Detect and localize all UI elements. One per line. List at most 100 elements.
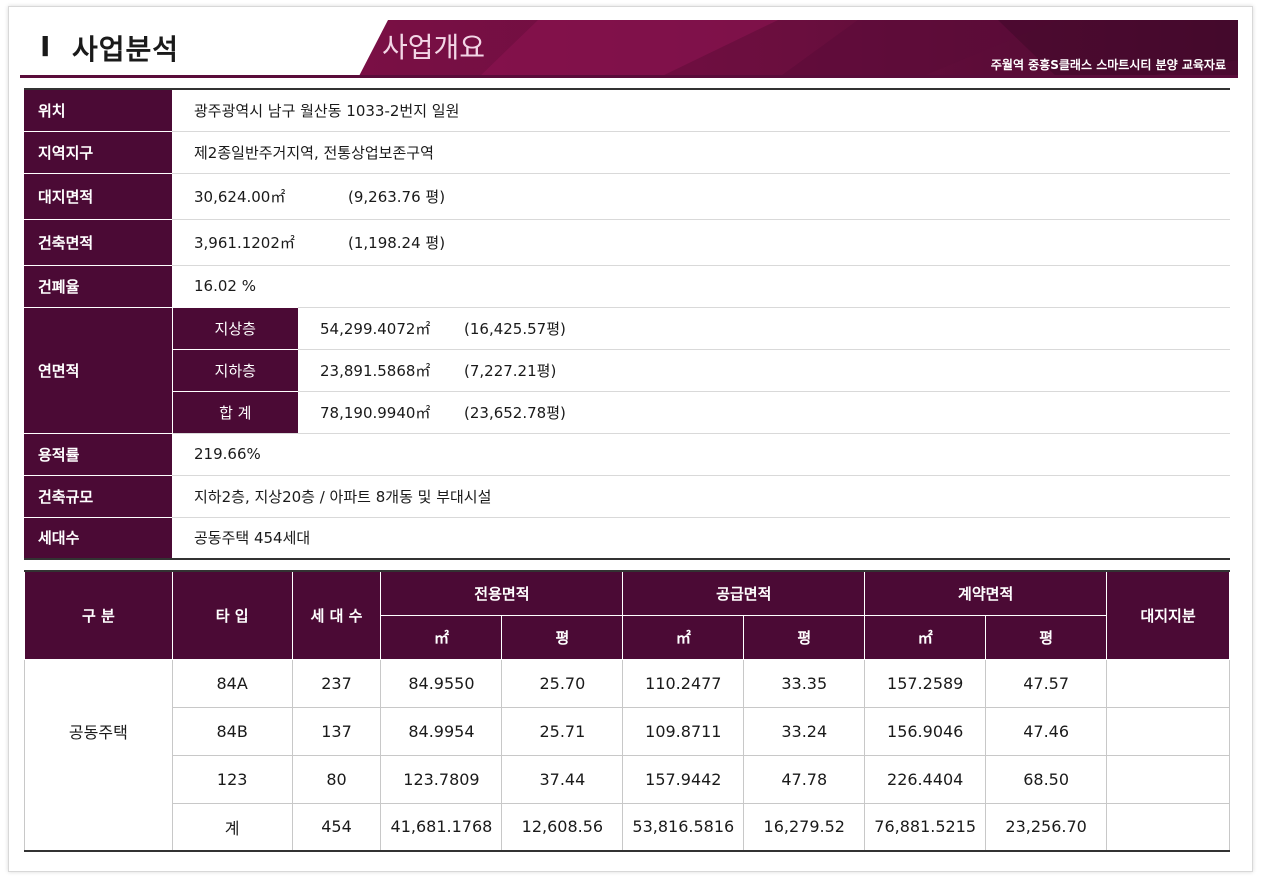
cell-supply-sqm: 110.2477 [622, 658, 745, 708]
info-label: 위치 [24, 88, 172, 131]
cell-exclusive-pyeong: 12,608.56 [501, 802, 624, 852]
info-row-floor-above: 연면적 지상층 54,299.4072㎡ (16,425.57평) [24, 306, 1230, 433]
header-sqm: ㎡ [380, 614, 503, 660]
info-label: 세대수 [24, 516, 172, 560]
header-category: 구 분 [24, 570, 173, 660]
cell-contract-pyeong: 47.57 [985, 658, 1108, 708]
header-land-share: 대지지분 [1106, 570, 1230, 660]
cell-exclusive-pyeong: 37.44 [501, 754, 624, 804]
cell-supply-sqm: 53,816.5816 [622, 802, 745, 852]
table-row-total: 계 454 41,681.1768 12,608.56 53,816.5816 … [24, 802, 1230, 852]
info-row-floor-below: 지하층 23,891.5868㎡ (7,227.21평) [24, 348, 1230, 391]
info-value: 219.66% [172, 432, 1230, 475]
info-label: 지역지구 [24, 130, 172, 173]
cell-units: 454 [291, 802, 382, 852]
cell-exclusive-sqm: 84.9954 [380, 706, 503, 756]
header-units: 세 대 수 [291, 570, 382, 660]
info-row-floor-total: 합 계 78,190.9940㎡ (23,652.78평) [24, 390, 1230, 433]
floor-pyeong: (7,227.21평) [464, 348, 1230, 391]
floor-sublabel: 합 계 [171, 390, 298, 433]
floor-sublabel: 지하층 [171, 348, 298, 391]
header-exclusive-area: 전용면적 [380, 570, 624, 616]
info-row-scale: 건축규모 지하2층, 지상20층 / 아파트 8개동 및 부대시설 [24, 474, 1230, 517]
table-row: 84B 137 84.9954 25.71 109.8711 33.24 156… [25, 706, 1230, 756]
info-row-households: 세대수 공동주택 454세대 [24, 516, 1230, 560]
header-pyeong: 평 [985, 614, 1108, 660]
cell-type: 계 [171, 802, 293, 852]
info-label: 건축규모 [24, 474, 172, 517]
floor-sublabel: 지상층 [171, 306, 298, 349]
cell-supply-pyeong: 33.24 [743, 706, 866, 756]
cell-land-share [1106, 658, 1230, 708]
unit-area-table: 구 분 타 입 세 대 수 전용면적 공급면적 계약면적 대지지분 ㎡ 평 ㎡ … [24, 570, 1230, 852]
info-row-building-area: 건축면적 3,961.1202㎡ (1,198.24 평) [24, 218, 1230, 265]
header-caption: 주월역 중흥S클래스 스마트시티 분양 교육자료 [990, 58, 1226, 72]
info-label: 건축면적 [24, 218, 172, 265]
info-row-location: 위치 광주광역시 남구 월산동 1033-2번지 일원 [24, 88, 1230, 131]
project-overview-table: 위치 광주광역시 남구 월산동 1033-2번지 일원 지역지구 제2종일반주거… [24, 88, 1230, 560]
cell-supply-pyeong: 16,279.52 [743, 802, 866, 852]
site-area-sqm: 30,624.00㎡ [194, 187, 286, 206]
cell-supply-pyeong: 47.78 [743, 754, 866, 804]
info-row-zoning: 지역지구 제2종일반주거지역, 전통상업보존구역 [24, 130, 1230, 173]
header-banner [358, 20, 1238, 78]
info-value: 지하2층, 지상20층 / 아파트 8개동 및 부대시설 [172, 474, 1230, 517]
table-header-row: 구 분 타 입 세 대 수 전용면적 공급면적 계약면적 대지지분 [24, 570, 1230, 660]
cell-contract-sqm: 157.2589 [864, 658, 987, 708]
cell-units: 237 [291, 658, 382, 708]
cell-units: 80 [291, 754, 382, 804]
header-sqm: ㎡ [864, 614, 987, 660]
info-row-site-area: 대지면적 30,624.00㎡ (9,263.76 평) [24, 172, 1230, 219]
header-supply-area: 공급면적 [622, 570, 866, 616]
building-area-pyeong: (1,198.24 평) [348, 233, 446, 252]
section-roman-numeral: I [40, 30, 51, 63]
info-value: 30,624.00㎡ (9,263.76 평) [172, 172, 1230, 219]
floor-sqm: 78,190.9940㎡ [298, 390, 464, 433]
group-label-spacer [24, 803, 173, 852]
table-row: 공동주택 84A 237 84.9550 25.70 110.2477 33.3… [24, 658, 1230, 803]
header-pyeong: 평 [501, 614, 624, 660]
cell-exclusive-sqm: 41,681.1768 [380, 802, 503, 852]
header-rule [20, 75, 1238, 78]
cell-contract-pyeong: 23,256.70 [985, 802, 1108, 852]
cell-units: 137 [291, 706, 382, 756]
cell-exclusive-pyeong: 25.70 [501, 658, 624, 708]
building-area-sqm: 3,961.1202㎡ [194, 233, 295, 252]
cell-supply-sqm: 157.9442 [622, 754, 745, 804]
floor-pyeong: (23,652.78평) [464, 390, 1230, 433]
info-value: 16.02 % [172, 264, 1230, 307]
cell-exclusive-sqm: 84.9550 [380, 658, 503, 708]
table-row: 123 80 123.7809 37.44 157.9442 47.78 226… [25, 754, 1230, 804]
header-type: 타 입 [171, 570, 293, 660]
info-value: 제2종일반주거지역, 전통상업보존구역 [172, 130, 1230, 173]
info-label: 연면적 [24, 306, 172, 433]
floor-sqm: 54,299.4072㎡ [298, 306, 464, 349]
table-subheader-row: ㎡ 평 ㎡ 평 ㎡ 평 [25, 614, 1230, 660]
header-contract-area: 계약면적 [864, 570, 1108, 616]
cell-supply-pyeong: 33.35 [743, 658, 866, 708]
cell-exclusive-sqm: 123.7809 [380, 754, 503, 804]
page-title: 사업분석 [72, 33, 180, 66]
info-value: 광주광역시 남구 월산동 1033-2번지 일원 [172, 88, 1230, 131]
info-value: 공동주택 454세대 [172, 516, 1230, 560]
info-row-far: 용적률 219.66% [24, 432, 1230, 475]
section-title: 사업개요 [382, 31, 486, 64]
group-label: 공동주택 [24, 658, 173, 803]
cell-exclusive-pyeong: 25.71 [501, 706, 624, 756]
header-pyeong: 평 [743, 614, 866, 660]
cell-land-share [1106, 706, 1230, 756]
cell-type: 84A [171, 658, 293, 708]
info-label: 대지면적 [24, 172, 172, 219]
cell-contract-sqm: 226.4404 [864, 754, 987, 804]
cell-type: 123 [171, 754, 293, 804]
floor-sqm: 23,891.5868㎡ [298, 348, 464, 391]
cell-supply-sqm: 109.8711 [622, 706, 745, 756]
cell-contract-pyeong: 68.50 [985, 754, 1108, 804]
cell-contract-sqm: 156.9046 [864, 706, 987, 756]
cell-land-share [1106, 802, 1230, 852]
info-row-coverage: 건폐율 16.02 % [24, 264, 1230, 307]
header-sqm: ㎡ [622, 614, 745, 660]
site-area-pyeong: (9,263.76 평) [348, 187, 446, 206]
cell-type: 84B [171, 706, 293, 756]
cell-contract-sqm: 76,881.5215 [864, 802, 987, 852]
